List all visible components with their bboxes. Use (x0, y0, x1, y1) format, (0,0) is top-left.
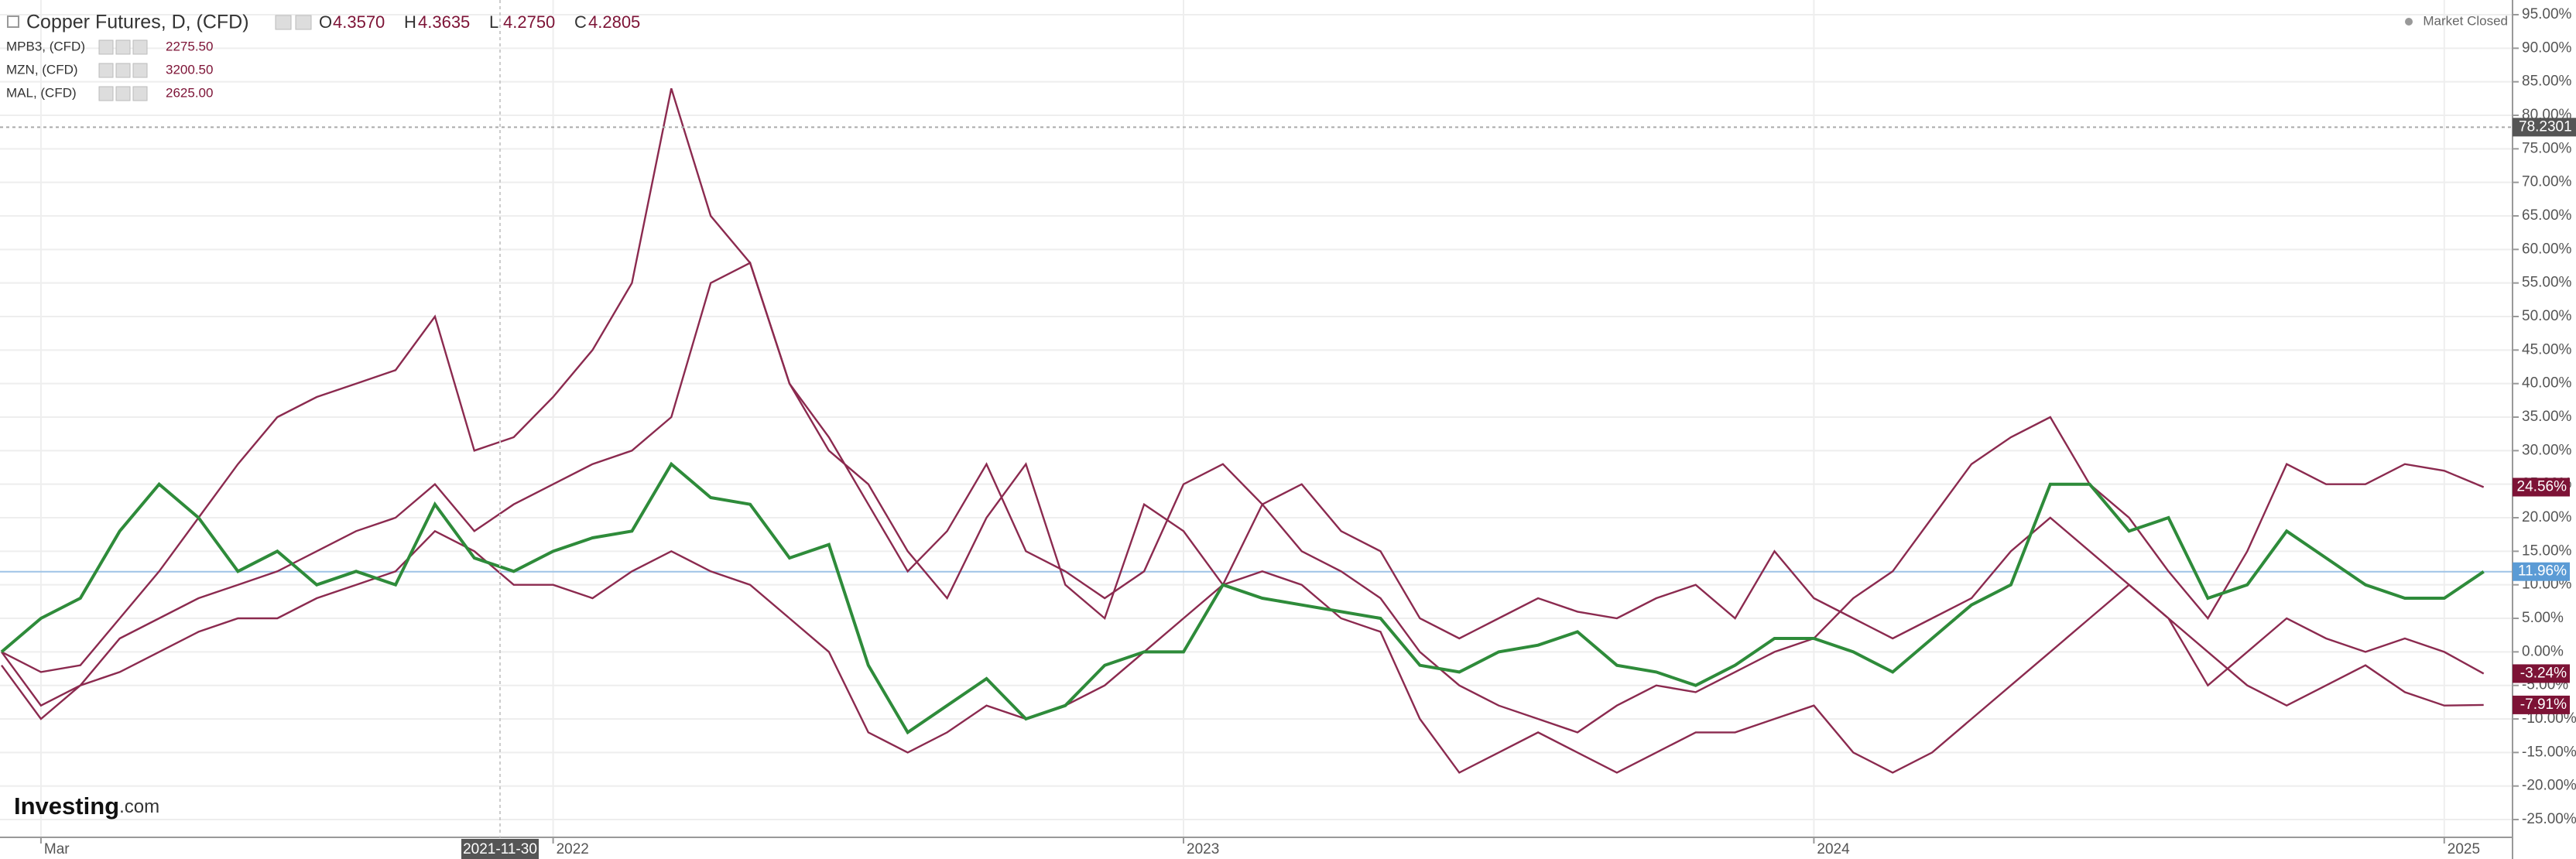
y-tick-label: 30.00% (2522, 442, 2572, 458)
brand: Investing.com (14, 792, 159, 820)
status-text: Market Closed (2423, 13, 2508, 28)
y-tick-label: 85.00% (2522, 74, 2572, 90)
status-dot (2405, 18, 2413, 26)
ohlc-key: L (489, 12, 498, 32)
status: Market Closed (2405, 13, 2508, 28)
y-tick-label: 45.00% (2522, 341, 2572, 358)
legend-icon[interactable] (98, 86, 114, 101)
y-tick-label: 95.00% (2522, 6, 2572, 22)
legend-icon[interactable] (98, 63, 114, 78)
crosshair-x-box (461, 839, 539, 859)
legend-icon[interactable] (98, 39, 114, 55)
y-tick-label: -15.00% (2522, 744, 2576, 760)
ohlc-key: H (404, 12, 416, 32)
legend-icon[interactable] (115, 86, 131, 101)
x-tick-label: 2025 (2448, 841, 2480, 857)
series-line (1, 261, 2485, 707)
y-tick-label: 90.00% (2522, 39, 2572, 56)
legend: Copper Futures, D, (CFD) O 4.3570 H 4.3635 L 4… (6, 12, 640, 101)
header-icon[interactable] (275, 15, 292, 30)
legend-price: 3200.50 (166, 62, 213, 77)
brand-name: Investing (14, 792, 119, 820)
ohlc-key: C (574, 12, 587, 32)
last-value-box (2513, 664, 2570, 683)
x-tick-label: 2023 (1187, 841, 1219, 857)
crosshair-x-label: 2021-11-30 (463, 841, 537, 857)
brand-logo: Investing.com (14, 792, 159, 820)
y-tick-label: 15.00% (2522, 542, 2572, 559)
y-tick-label: 0.00% (2522, 643, 2564, 659)
x-tick-label: Mar (44, 841, 70, 857)
y-tick-label: -10.00% (2522, 710, 2576, 727)
ohlc-value: 4.2805 (588, 12, 640, 32)
last-value-box (2513, 695, 2570, 714)
x-tick-label: 2024 (1817, 841, 1850, 857)
legend-price: 2625.00 (166, 85, 213, 100)
last-value-label: 11.96% (2518, 563, 2567, 580)
y-tick-label: 35.00% (2522, 409, 2572, 425)
y-tick-label: 55.00% (2522, 275, 2572, 291)
y-tick-label: 40.00% (2522, 375, 2572, 392)
crosshair-y-label: 78.2301 (2519, 118, 2572, 135)
series-line (0, 461, 2485, 735)
y-tick-label: 60.00% (2522, 241, 2572, 257)
last-value-label: 24.56% (2517, 479, 2567, 495)
y-tick-label: 75.00% (2522, 140, 2572, 156)
y-tick-label: -25.00% (2522, 811, 2576, 827)
y-tick-label: -20.00% (2522, 778, 2576, 794)
x-tick-label: 2022 (557, 841, 589, 857)
chart-title: Copper Futures, D, (CFD) (26, 12, 249, 33)
legend-name: MPB3, (CFD) (6, 39, 85, 53)
y-tick-label: 70.00% (2522, 174, 2572, 190)
ohlc-key: O (319, 12, 332, 32)
ohlc-value: 4.3635 (418, 12, 470, 32)
legend-icon[interactable] (132, 86, 148, 101)
legend-icon[interactable] (132, 63, 148, 78)
y-tick-label: 65.00% (2522, 207, 2572, 224)
ohlc-value: 4.2750 (503, 12, 555, 32)
x-axis: Mar 2022 2023 2024 2025 (39, 837, 2480, 857)
legend-icon[interactable] (115, 63, 131, 78)
header-icon[interactable] (295, 15, 312, 30)
legend-price: 2275.50 (166, 39, 213, 53)
crosshair-y-box (2513, 118, 2576, 137)
collapse-icon[interactable] (7, 15, 19, 28)
last-value-label: -7.91% (2520, 696, 2567, 713)
legend-icon[interactable] (132, 39, 148, 55)
last-value-label: -3.24% (2520, 665, 2567, 681)
legend-name: MZN, (CFD) (6, 62, 78, 77)
grid (0, 0, 2513, 837)
y-tick-label: 50.00% (2522, 308, 2572, 324)
legend-name: MAL, (CFD) (6, 85, 77, 100)
brand-suffix: .com (119, 796, 159, 817)
last-value-box (2513, 562, 2570, 581)
series-line (1, 87, 2485, 734)
plot-area (0, 87, 2513, 774)
last-value-box (2513, 477, 2570, 497)
series-line (1, 529, 2484, 774)
ohlc-value: 4.3570 (333, 12, 385, 32)
legend-icon[interactable] (115, 39, 131, 55)
y-tick-label: 20.00% (2522, 509, 2572, 525)
y-tick-label: 5.00% (2522, 610, 2564, 626)
